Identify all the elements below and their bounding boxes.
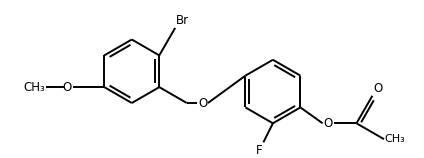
Text: CH₃: CH₃ — [23, 81, 45, 94]
Text: F: F — [256, 144, 263, 157]
Text: Br: Br — [176, 14, 189, 27]
Text: O: O — [62, 81, 72, 94]
Text: O: O — [373, 82, 382, 95]
Text: CH₃: CH₃ — [385, 134, 406, 144]
Text: O: O — [323, 117, 332, 130]
Text: O: O — [198, 97, 207, 109]
